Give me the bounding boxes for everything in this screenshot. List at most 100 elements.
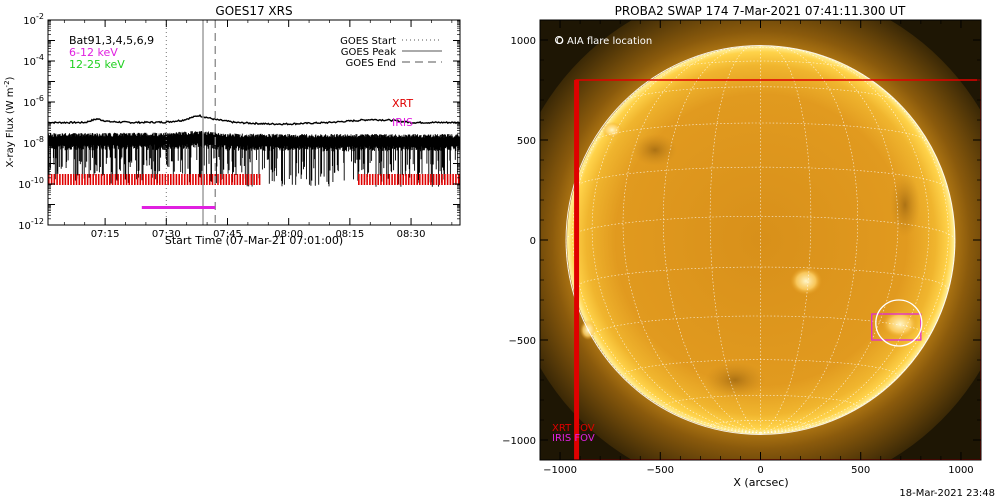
solar-image bbox=[540, 20, 981, 460]
longitude-line bbox=[760, 65, 949, 434]
y-axis-label-close: ) bbox=[5, 76, 16, 80]
y-axis-label-text: X-ray Flux (W m bbox=[5, 87, 16, 167]
y-tick-label: −1000 bbox=[502, 436, 536, 447]
xrt-coverage-tick bbox=[358, 174, 360, 185]
xrt-coverage-tick bbox=[449, 174, 452, 185]
xrt-coverage-tick bbox=[208, 174, 211, 185]
y-tick-label: 10-8 bbox=[23, 135, 44, 150]
x-tick-label: 1000 bbox=[948, 465, 973, 476]
xrt-coverage-tick bbox=[374, 174, 377, 185]
y-tick-label: 10-12 bbox=[18, 217, 44, 232]
xrt-coverage-tick bbox=[244, 174, 247, 185]
latitude-line bbox=[716, 47, 805, 51]
x-tick-label: 07:15 bbox=[91, 229, 120, 240]
swap-title: PROBA2 SWAP 174 7-Mar-2021 07:41:11.300 … bbox=[615, 4, 906, 18]
image-axes: −1000 −500 0 500 1000 −1000 −500 0 500 1000 bbox=[502, 19, 982, 476]
xrt-coverage-tick bbox=[394, 174, 396, 185]
xrt-coverage-tick bbox=[78, 174, 81, 185]
chart-title: GOES17 XRS bbox=[215, 4, 292, 18]
dark-region bbox=[633, 134, 677, 166]
legend-goes-end: GOES End bbox=[346, 58, 396, 69]
bands-line: Bat91,3,4,5,6,9 bbox=[69, 34, 154, 47]
y-tick-exponent: -8 bbox=[36, 135, 44, 144]
xrt-coverage-tick bbox=[383, 174, 385, 185]
y-tick-base: 10 bbox=[18, 180, 31, 191]
xrt-coverage-tick bbox=[195, 174, 197, 185]
xrt-coverage-tick bbox=[139, 174, 142, 185]
longitude-line bbox=[760, 45, 812, 434]
xrt-coverage-tick bbox=[396, 174, 399, 185]
xrt-coverage-tick bbox=[181, 174, 183, 185]
xrt-coverage-tick bbox=[178, 174, 180, 185]
xrt-coverage-tick bbox=[183, 174, 186, 185]
xrt-coverage-tick bbox=[136, 174, 139, 185]
xrt-coverage-tick bbox=[192, 174, 194, 185]
xrt-coverage-tick bbox=[385, 174, 388, 185]
x-tick-label: 08:15 bbox=[335, 229, 364, 240]
xrt-coverage-tick bbox=[170, 174, 172, 185]
x-tick-label: 0 bbox=[757, 465, 763, 476]
y-tick-exponent: -4 bbox=[36, 53, 44, 62]
xrt-coverage-tick bbox=[430, 174, 432, 185]
latitude-line bbox=[572, 166, 949, 190]
xrt-coverage-tick bbox=[97, 174, 100, 185]
y-tick-base: 10 bbox=[23, 57, 36, 68]
plot-timestamp: 18-Mar-2021 23:48 bbox=[899, 488, 995, 499]
legend-circle-icon bbox=[555, 36, 563, 44]
y-tick-base: 10 bbox=[18, 221, 31, 232]
xrt-coverage-tick bbox=[95, 174, 97, 185]
xrt-coverage-tick bbox=[111, 174, 114, 185]
band1-label: 6-12 keV bbox=[69, 46, 118, 59]
x-tick-label: 07:45 bbox=[213, 229, 242, 240]
plot-frame bbox=[47, 19, 461, 226]
xrt-coverage-tick bbox=[455, 174, 457, 185]
xrt-coverage-tick bbox=[363, 174, 366, 185]
xrt-coverage-tick bbox=[150, 174, 153, 185]
xrt-coverage-tick bbox=[438, 174, 441, 185]
xrt-coverage-tick bbox=[360, 174, 363, 185]
coronal-hole bbox=[890, 173, 920, 237]
iris-coverage-bar bbox=[141, 206, 216, 209]
longitude-line bbox=[709, 45, 761, 434]
y-tick-exponent: -6 bbox=[36, 94, 44, 103]
xrt-coverage-tick bbox=[106, 174, 108, 185]
y-tick-label: 10-6 bbox=[23, 94, 44, 109]
xrt-coverage-tick bbox=[217, 174, 219, 185]
active-region bbox=[790, 267, 822, 295]
xrt-coverage-tick bbox=[228, 174, 230, 185]
y-tick-base: 10 bbox=[23, 16, 36, 27]
x-tick-label: 07:30 bbox=[152, 229, 181, 240]
xrt-coverage-tick bbox=[70, 174, 72, 185]
xrt-coverage-tick bbox=[50, 174, 53, 185]
xrt-coverage-tick bbox=[86, 174, 89, 185]
xrt-coverage-tick bbox=[250, 174, 253, 185]
x-tick-label: −500 bbox=[647, 465, 674, 476]
aia-flare-legend: O AIA flare location bbox=[556, 36, 652, 47]
xrt-coverage-tick bbox=[200, 174, 203, 185]
xrt-coverage-tick bbox=[410, 174, 413, 185]
xrt-coverage-tick bbox=[120, 174, 122, 185]
xrt-coverage-tick bbox=[233, 174, 236, 185]
xrt-coverage-tick bbox=[142, 174, 144, 185]
y-tick-label: 10-4 bbox=[23, 53, 44, 68]
y-tick-label: 500 bbox=[517, 136, 536, 147]
xrt-coverage-tick bbox=[197, 174, 200, 185]
goes-xrs-chart: GOES17 XRS 10-1210-1010-810-610-410-207:… bbox=[3, 4, 461, 247]
y-tick-exponent: -2 bbox=[36, 12, 44, 21]
x-axis-label: Start Time (07-Mar-21 07:01:00) bbox=[165, 234, 343, 247]
active-region bbox=[602, 122, 622, 138]
xrt-coverage-tick bbox=[391, 174, 393, 185]
xrt-coverage-tick bbox=[399, 174, 402, 185]
band2-label: 12-25 keV bbox=[69, 58, 125, 71]
xrt-coverage-tick bbox=[253, 174, 255, 185]
y-tick-exponent: -10 bbox=[31, 176, 44, 185]
xrt-coverage-tick bbox=[161, 174, 164, 185]
xrt-coverage-tick bbox=[64, 174, 67, 185]
xrt-coverage-tick bbox=[452, 174, 454, 185]
y-tick-label: 10-10 bbox=[18, 176, 44, 191]
plot-clip-group bbox=[48, 113, 460, 187]
xrt-coverage-tick bbox=[369, 174, 371, 185]
xrt-coverage-tick bbox=[56, 174, 58, 185]
